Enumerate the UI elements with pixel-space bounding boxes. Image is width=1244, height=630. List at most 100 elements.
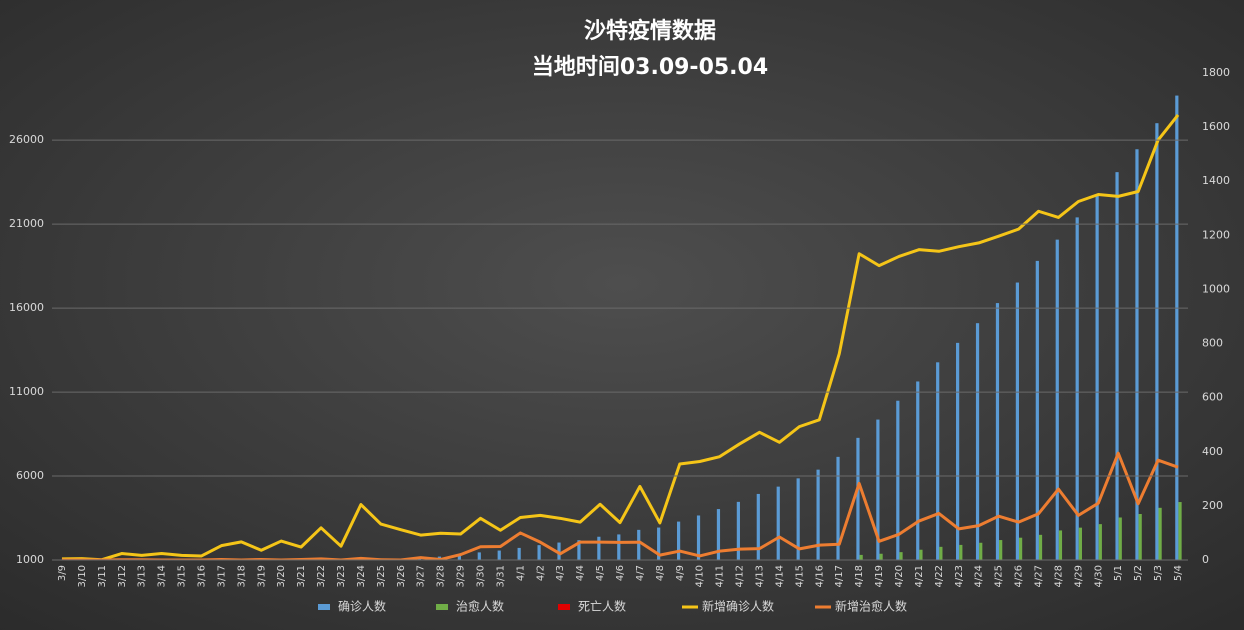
x-tick-label: 3/22 — [316, 565, 327, 587]
x-tick-label: 4/26 — [1014, 565, 1025, 587]
y-tick-label: 26000 — [9, 133, 44, 146]
bar — [696, 515, 701, 560]
bar — [1155, 123, 1159, 560]
x-tick-label: 3/26 — [396, 565, 407, 587]
bar — [879, 553, 883, 560]
x-tick-label: 3/24 — [356, 565, 367, 587]
x-tick-label: 3/10 — [77, 565, 88, 587]
y2-tick-label: 1200 — [1202, 228, 1230, 241]
bar — [457, 554, 461, 560]
bar — [676, 521, 681, 560]
x-tick-label: 4/12 — [735, 565, 746, 587]
x-tick-label: 4/6 — [615, 565, 626, 581]
y2-tick-label: 800 — [1202, 337, 1223, 350]
x-tick-label: 4/30 — [1093, 565, 1104, 587]
bar — [577, 540, 581, 560]
bar — [1015, 282, 1019, 560]
bar — [776, 486, 780, 560]
bar — [1095, 194, 1099, 560]
x-tick-label: 4/27 — [1034, 565, 1045, 587]
x-tick-label: 3/11 — [97, 565, 108, 587]
x-tick-label: 3/9 — [57, 565, 68, 581]
x-tick-label: 4/1 — [515, 565, 526, 581]
y2-tick-label: 200 — [1202, 499, 1223, 512]
y-tick-label: 6000 — [16, 469, 44, 482]
y2-tick-label: 0 — [1202, 553, 1209, 566]
bar — [1018, 537, 1023, 560]
bar — [1058, 530, 1063, 560]
x-tick-label: 5/4 — [1173, 565, 1184, 581]
x-tick-label: 4/15 — [794, 565, 805, 587]
bar — [617, 534, 621, 560]
x-tick-label: 3/16 — [196, 565, 207, 587]
bar — [1038, 534, 1043, 560]
bar — [497, 550, 501, 560]
x-tick-label: 4/16 — [814, 565, 825, 587]
y2-tick-label: 1000 — [1202, 282, 1230, 295]
bar — [537, 545, 541, 560]
bar — [1158, 507, 1162, 560]
x-tick-label: 5/2 — [1133, 565, 1144, 581]
x-tick-label: 4/22 — [934, 565, 945, 587]
x-tick-label: 4/20 — [894, 565, 905, 587]
chart-subtitle: 当地时间03.09-05.04 — [532, 55, 768, 80]
x-tick-label: 4/4 — [575, 565, 586, 581]
legend-swatch — [436, 604, 448, 610]
y2-tick-label: 1600 — [1202, 120, 1230, 133]
y-tick-label: 21000 — [9, 217, 44, 230]
bar — [896, 400, 900, 560]
bar — [1035, 260, 1039, 560]
bar — [876, 419, 880, 560]
x-tick-label: 3/27 — [416, 565, 427, 587]
bar — [716, 509, 721, 560]
x-tick-label: 3/29 — [456, 565, 467, 587]
x-tick-label: 3/19 — [256, 565, 267, 587]
x-tick-label: 3/17 — [216, 565, 227, 587]
x-tick-label: 4/24 — [974, 565, 985, 587]
bar — [1098, 524, 1102, 560]
y2-tick-label: 1400 — [1202, 174, 1230, 187]
x-tick-label: 3/14 — [157, 565, 168, 587]
bar — [1135, 149, 1139, 560]
x-tick-label: 4/17 — [834, 565, 845, 587]
x-tick-label: 3/18 — [236, 565, 247, 587]
legend-label: 新增治愈人数 — [835, 599, 907, 614]
bar — [1055, 239, 1059, 560]
bar — [995, 303, 1000, 560]
y-tick-label: 1000 — [16, 553, 44, 566]
bar — [856, 437, 860, 560]
x-tick-label: 4/28 — [1053, 565, 1064, 587]
legend-label: 新增确诊人数 — [702, 599, 774, 614]
bar — [1175, 95, 1179, 560]
x-tick-label: 3/23 — [336, 565, 347, 587]
bar — [756, 493, 760, 560]
bar — [1078, 527, 1082, 560]
bar — [919, 549, 923, 560]
x-tick-label: 4/29 — [1073, 565, 1084, 587]
x-tick-label: 3/12 — [117, 565, 128, 587]
x-tick-label: 4/25 — [994, 565, 1005, 587]
x-tick-label: 4/14 — [774, 565, 785, 587]
x-tick-label: 3/30 — [475, 565, 486, 587]
bar — [899, 552, 903, 560]
bar — [1118, 517, 1122, 560]
chart-title: 沙特疫情数据 — [584, 18, 716, 44]
bar — [979, 542, 983, 560]
y2-tick-label: 600 — [1202, 391, 1223, 404]
x-tick-label: 4/3 — [555, 565, 566, 581]
x-tick-label: 4/18 — [854, 565, 865, 587]
bar — [477, 552, 481, 560]
bar — [999, 540, 1003, 560]
x-tick-label: 4/8 — [655, 565, 666, 581]
legend-swatch — [558, 604, 570, 610]
x-tick-label: 4/7 — [635, 565, 646, 581]
x-tick-label: 3/25 — [376, 565, 387, 587]
bar — [637, 529, 641, 560]
bar — [1115, 172, 1119, 560]
x-tick-label: 4/13 — [755, 565, 766, 587]
plot-area — [61, 95, 1182, 560]
line — [61, 114, 1180, 560]
x-tick-label: 3/21 — [296, 565, 307, 587]
bar — [956, 342, 960, 560]
